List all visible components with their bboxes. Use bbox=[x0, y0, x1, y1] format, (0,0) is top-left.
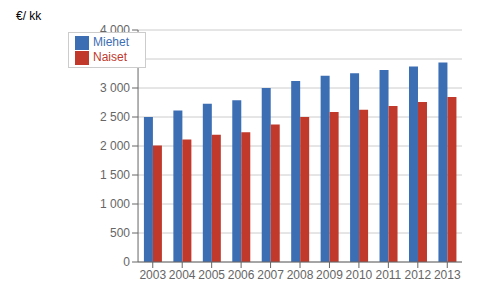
svg-text:2009: 2009 bbox=[316, 268, 343, 282]
svg-text:2013: 2013 bbox=[434, 268, 461, 282]
svg-text:2010: 2010 bbox=[346, 268, 373, 282]
svg-text:2011: 2011 bbox=[375, 268, 401, 282]
svg-text:1 000: 1 000 bbox=[100, 197, 130, 211]
svg-text:2 500: 2 500 bbox=[100, 110, 130, 124]
svg-text:0: 0 bbox=[123, 255, 130, 269]
svg-text:2005: 2005 bbox=[198, 268, 225, 282]
svg-text:3 000: 3 000 bbox=[100, 81, 130, 95]
svg-text:2012: 2012 bbox=[404, 268, 431, 282]
svg-text:2006: 2006 bbox=[228, 268, 255, 282]
svg-text:1 500: 1 500 bbox=[100, 168, 130, 182]
svg-text:2003: 2003 bbox=[139, 268, 166, 282]
svg-text:2008: 2008 bbox=[287, 268, 314, 282]
svg-text:2 000: 2 000 bbox=[100, 139, 130, 153]
svg-text:500: 500 bbox=[110, 226, 130, 240]
svg-text:2004: 2004 bbox=[169, 268, 196, 282]
svg-text:3 500: 3 500 bbox=[100, 52, 130, 66]
svg-text:2007: 2007 bbox=[257, 268, 284, 282]
svg-text:4 000: 4 000 bbox=[100, 24, 130, 37]
